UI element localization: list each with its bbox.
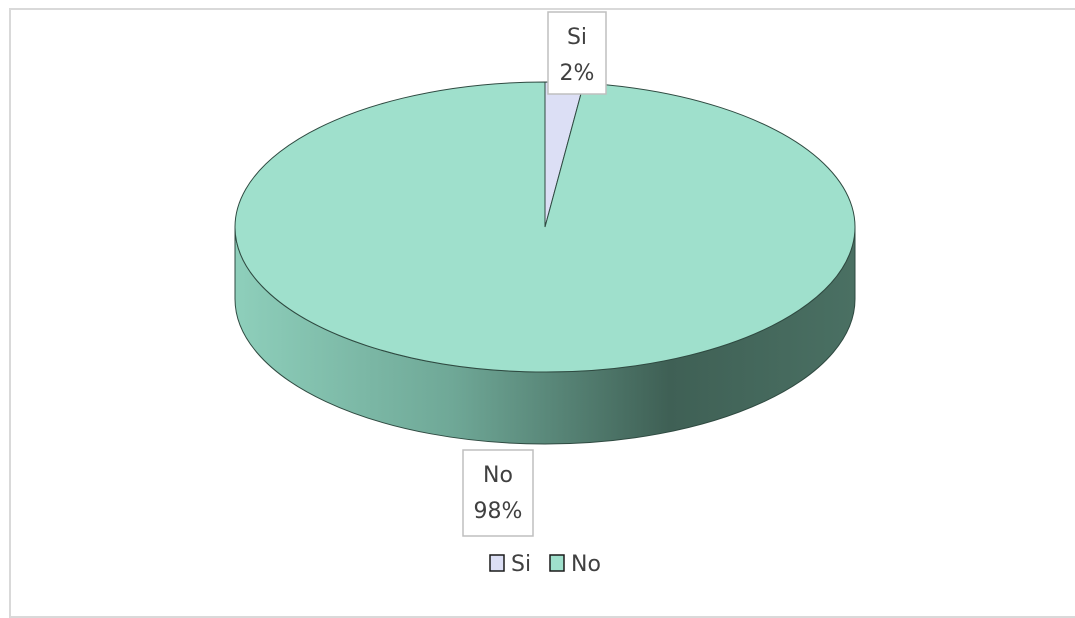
legend-label: Si (511, 552, 531, 577)
legend-swatch (549, 554, 565, 572)
legend-item-no: No (549, 552, 601, 577)
data-label-box (462, 449, 534, 537)
legend-label: No (571, 552, 601, 577)
data-label-percent: 2% (560, 61, 595, 86)
legend-item-si: Si (489, 552, 531, 577)
data-label-category: Si (567, 25, 587, 50)
data-label-si: Si 2% (547, 11, 607, 95)
data-label-percent: 98% (474, 499, 523, 524)
data-label-category: No (483, 463, 513, 488)
data-label-box (547, 11, 607, 95)
data-label-no: No 98% (462, 449, 534, 537)
legend-swatch (489, 554, 505, 572)
pie-slice-no (234, 81, 856, 373)
